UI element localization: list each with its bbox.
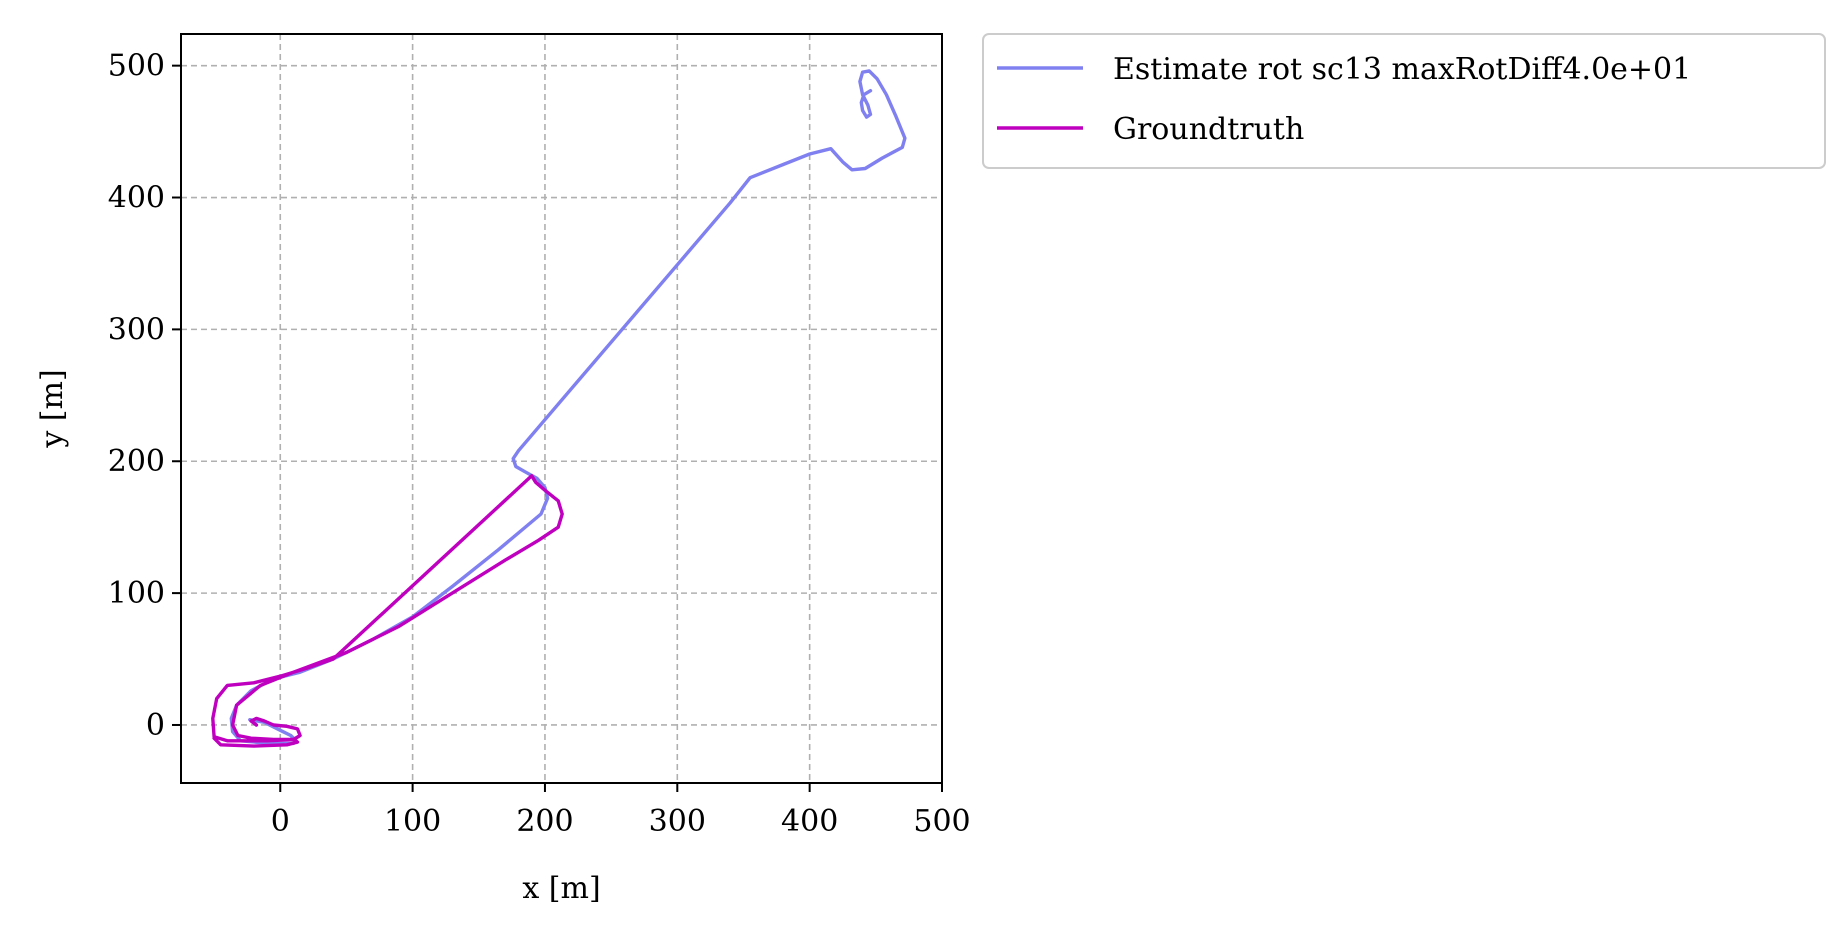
- x-axis-label: x [m]: [522, 871, 600, 906]
- legend-label-2: Groundtruth: [1113, 112, 1304, 147]
- axes-frame: [180, 33, 943, 784]
- x-tick-label: 300: [649, 804, 706, 839]
- ticks: 0 100 200 300 400 500 0 100 200 300 400 500: [108, 49, 971, 839]
- y-tick-label: 100: [108, 576, 165, 611]
- legend-label-1: Estimate rot sc13 maxRotDiff4.0e+01: [1113, 52, 1691, 87]
- series-line-1: [229, 69, 907, 746]
- y-tick-label: 300: [108, 312, 165, 347]
- series-line-2: [211, 474, 564, 748]
- x-tick-label: 200: [516, 804, 573, 839]
- x-tick-label: 0: [271, 804, 290, 839]
- legend: Estimate rot sc13 maxRotDiff4.0e+01 Groun…: [982, 33, 1826, 169]
- x-tick-label: 100: [384, 804, 441, 839]
- x-tick-label: 400: [781, 804, 838, 839]
- legend-box: [982, 33, 1826, 169]
- y-axis-label: y [m]: [35, 369, 70, 448]
- y-tick-label: 200: [108, 444, 165, 479]
- x-tick-label: 500: [913, 804, 970, 839]
- y-tick-label: 400: [108, 181, 165, 216]
- series-lines: [211, 69, 907, 748]
- y-tick-label: 500: [108, 49, 165, 84]
- y-tick-label: 0: [146, 708, 165, 743]
